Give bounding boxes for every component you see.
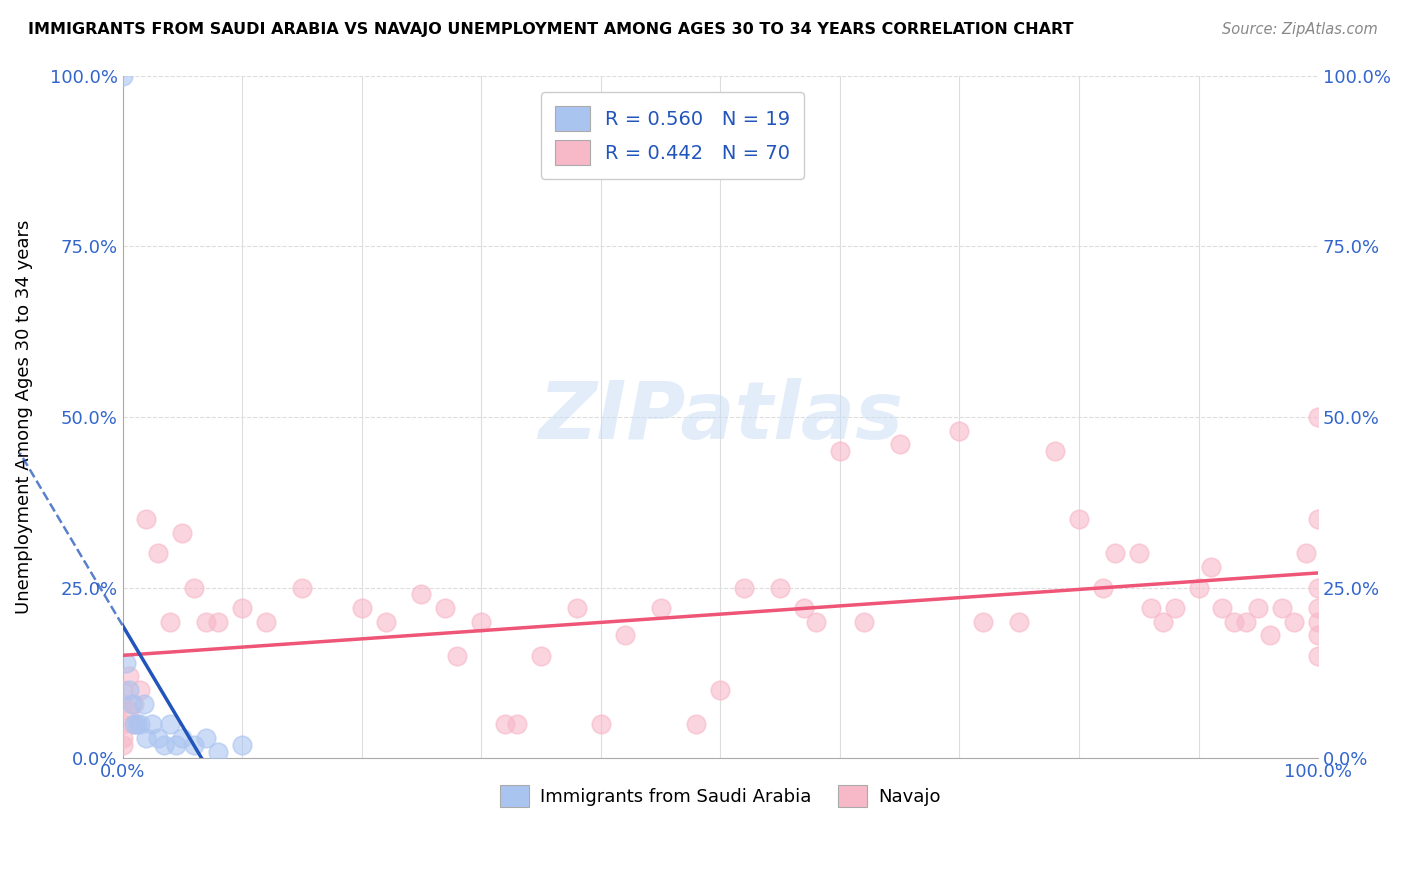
Point bbox=[129, 717, 152, 731]
Point bbox=[231, 601, 253, 615]
Point bbox=[1308, 581, 1330, 595]
Point bbox=[1067, 512, 1090, 526]
Point bbox=[1308, 601, 1330, 615]
Point bbox=[231, 738, 253, 752]
Point bbox=[1247, 601, 1270, 615]
Point bbox=[124, 717, 146, 731]
Point bbox=[159, 615, 181, 629]
Point bbox=[1271, 601, 1294, 615]
Point bbox=[165, 738, 187, 752]
Point bbox=[852, 615, 875, 629]
Point bbox=[254, 615, 277, 629]
Point bbox=[111, 738, 134, 752]
Point bbox=[115, 656, 138, 670]
Point bbox=[446, 648, 468, 663]
Point bbox=[506, 717, 529, 731]
Point bbox=[1163, 601, 1185, 615]
Point bbox=[650, 601, 672, 615]
Point bbox=[733, 581, 755, 595]
Point bbox=[141, 717, 163, 731]
Point bbox=[153, 738, 176, 752]
Point bbox=[1104, 547, 1126, 561]
Text: Source: ZipAtlas.com: Source: ZipAtlas.com bbox=[1222, 22, 1378, 37]
Point bbox=[1284, 615, 1306, 629]
Text: ZIPatlas: ZIPatlas bbox=[538, 378, 903, 456]
Point bbox=[148, 547, 170, 561]
Point bbox=[125, 717, 148, 731]
Point bbox=[1152, 615, 1174, 629]
Point bbox=[111, 717, 134, 731]
Point bbox=[1187, 581, 1209, 595]
Point bbox=[828, 444, 851, 458]
Point bbox=[117, 683, 139, 698]
Point bbox=[1008, 615, 1031, 629]
Point bbox=[111, 683, 134, 698]
Point bbox=[709, 683, 731, 698]
Point bbox=[1258, 628, 1281, 642]
Point bbox=[111, 69, 134, 83]
Point bbox=[172, 526, 194, 541]
Point bbox=[183, 738, 205, 752]
Point bbox=[124, 717, 146, 731]
Point bbox=[117, 704, 139, 718]
Point bbox=[135, 512, 157, 526]
Point bbox=[613, 628, 636, 642]
Point bbox=[1308, 512, 1330, 526]
Point bbox=[135, 731, 157, 745]
Point bbox=[148, 731, 170, 745]
Point bbox=[793, 601, 815, 615]
Point bbox=[889, 437, 911, 451]
Point bbox=[129, 683, 152, 698]
Y-axis label: Unemployment Among Ages 30 to 34 years: Unemployment Among Ages 30 to 34 years bbox=[15, 219, 32, 614]
Point bbox=[159, 717, 181, 731]
Point bbox=[434, 601, 457, 615]
Point bbox=[124, 697, 146, 711]
Point bbox=[1139, 601, 1161, 615]
Point bbox=[1211, 601, 1233, 615]
Point bbox=[195, 731, 218, 745]
Point bbox=[111, 697, 134, 711]
Point bbox=[1308, 409, 1330, 424]
Point bbox=[589, 717, 612, 731]
Point bbox=[1128, 547, 1150, 561]
Point bbox=[565, 601, 588, 615]
Point bbox=[1199, 560, 1222, 574]
Point bbox=[374, 615, 396, 629]
Point bbox=[1043, 444, 1066, 458]
Point bbox=[207, 615, 229, 629]
Legend: Immigrants from Saudi Arabia, Navajo: Immigrants from Saudi Arabia, Navajo bbox=[494, 778, 948, 814]
Point bbox=[1308, 615, 1330, 629]
Point bbox=[1223, 615, 1246, 629]
Point bbox=[530, 648, 553, 663]
Point bbox=[350, 601, 373, 615]
Point bbox=[494, 717, 516, 731]
Point bbox=[291, 581, 314, 595]
Point bbox=[685, 717, 707, 731]
Point bbox=[972, 615, 994, 629]
Point bbox=[804, 615, 827, 629]
Point bbox=[1308, 648, 1330, 663]
Point bbox=[117, 669, 139, 683]
Point bbox=[1308, 628, 1330, 642]
Point bbox=[121, 697, 143, 711]
Point bbox=[1234, 615, 1257, 629]
Point bbox=[207, 744, 229, 758]
Point bbox=[470, 615, 492, 629]
Point bbox=[1295, 547, 1317, 561]
Point bbox=[183, 581, 205, 595]
Text: IMMIGRANTS FROM SAUDI ARABIA VS NAVAJO UNEMPLOYMENT AMONG AGES 30 TO 34 YEARS CO: IMMIGRANTS FROM SAUDI ARABIA VS NAVAJO U… bbox=[28, 22, 1074, 37]
Point bbox=[111, 731, 134, 745]
Point bbox=[1091, 581, 1114, 595]
Point bbox=[948, 424, 970, 438]
Point bbox=[411, 587, 433, 601]
Point bbox=[769, 581, 792, 595]
Point bbox=[132, 697, 155, 711]
Point bbox=[172, 731, 194, 745]
Point bbox=[195, 615, 218, 629]
